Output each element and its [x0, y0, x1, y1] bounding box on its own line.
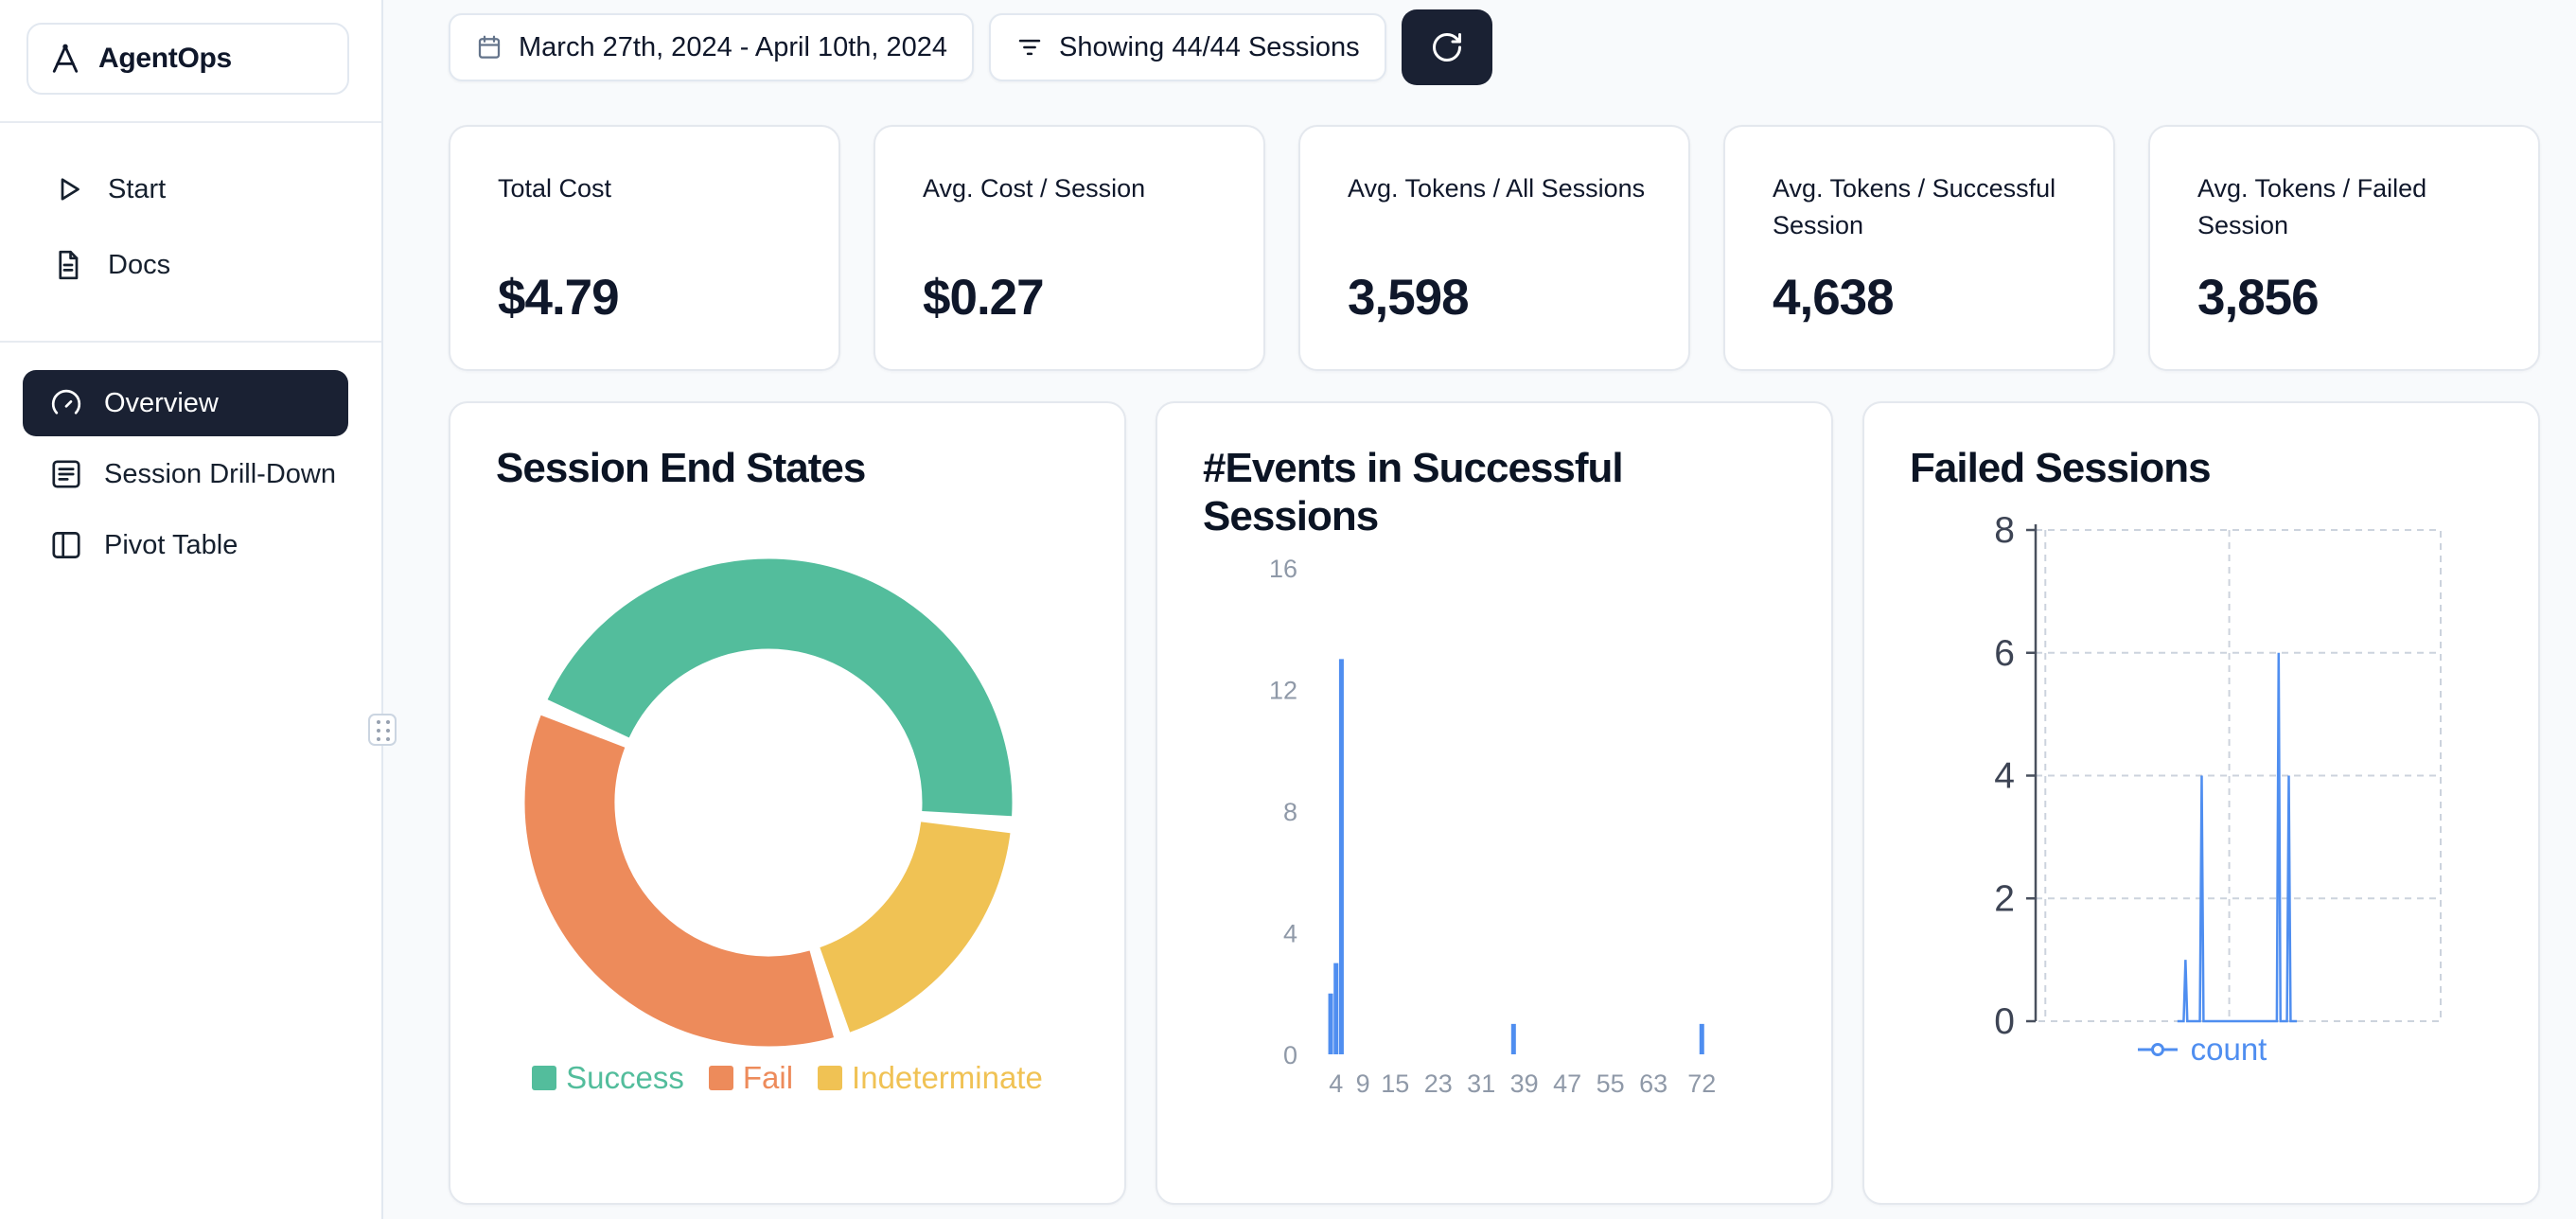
- sidebar-resize-handle[interactable]: [368, 714, 397, 746]
- svg-text:8: 8: [1283, 798, 1297, 826]
- svg-text:6: 6: [1994, 633, 2015, 674]
- stat-label: Avg. Tokens / Failed Session: [2197, 174, 2427, 240]
- donut-legend-item[interactable]: Fail: [708, 1060, 794, 1096]
- toolbar: March 27th, 2024 - April 10th, 2024 Show…: [449, 9, 2540, 85]
- agentops-logo-icon: [47, 41, 83, 77]
- legend-swatch: [818, 1066, 843, 1090]
- events-histogram-card: #Events in Successful Sessions 0 4 8 12 16 4 9…: [1156, 401, 1833, 1205]
- svg-text:63: 63: [1639, 1069, 1667, 1098]
- stats-row: Total Cost $4.79 Avg. Cost / Session $0.…: [449, 125, 2540, 371]
- sessions-filter-button[interactable]: Showing 44/44 Sessions: [989, 13, 1386, 81]
- svg-text:16: 16: [1269, 555, 1297, 583]
- chart-title: Failed Sessions: [1910, 445, 2212, 491]
- sidebar-item-overview[interactable]: Overview: [23, 370, 348, 436]
- stat-label: Avg. Cost / Session: [923, 174, 1146, 203]
- donut-legend: Success Fail Indeterminate: [450, 1060, 1124, 1096]
- sidebar-item-label: Start: [108, 173, 167, 204]
- donut-chart: [524, 558, 1013, 1047]
- sidebar-links: Start Docs: [0, 123, 381, 303]
- donut-legend-item[interactable]: Indeterminate: [818, 1060, 1043, 1096]
- pivot-table-icon: [49, 528, 83, 562]
- refresh-icon: [1430, 30, 1464, 64]
- svg-text:4: 4: [1329, 1069, 1343, 1098]
- legend-swatch: [708, 1066, 733, 1090]
- svg-text:0: 0: [1994, 1001, 2015, 1042]
- sidebar-item-pivot-table[interactable]: Pivot Table: [23, 512, 348, 578]
- stat-card-avg-tokens-successful: Avg. Tokens / Successful Session 4,638: [1723, 125, 2115, 371]
- svg-text:31: 31: [1467, 1069, 1495, 1098]
- stat-value: 4,638: [1773, 270, 1895, 326]
- legend-marker-icon: [2137, 1043, 2178, 1056]
- svg-text:9: 9: [1356, 1069, 1370, 1098]
- svg-text:4: 4: [1283, 920, 1297, 948]
- svg-text:0: 0: [1283, 1041, 1297, 1069]
- legend-swatch: [532, 1066, 557, 1090]
- line-chart: 0 2 4 6 8: [1994, 510, 2442, 1042]
- donut-legend-item[interactable]: Success: [532, 1060, 684, 1096]
- failed-legend[interactable]: count: [1864, 1032, 2538, 1068]
- legend-label: Fail: [742, 1060, 794, 1095]
- svg-text:4: 4: [1994, 756, 2015, 797]
- sidebar-nav: Overview Session Drill-Down Pivot Table: [0, 343, 381, 578]
- svg-text:12: 12: [1269, 677, 1297, 705]
- calendar-icon: [475, 33, 503, 62]
- main-content: March 27th, 2024 - April 10th, 2024 Show…: [383, 0, 2576, 1219]
- sidebar-item-start[interactable]: Start: [0, 151, 381, 227]
- svg-text:72: 72: [1687, 1069, 1716, 1098]
- stat-value: $0.27: [923, 270, 1045, 326]
- stat-value: 3,856: [2197, 270, 2320, 326]
- brand[interactable]: AgentOps: [26, 23, 349, 95]
- sidebar-item-label: Docs: [108, 249, 171, 280]
- stat-value: $4.79: [498, 270, 620, 326]
- stat-label: Avg. Tokens / All Sessions: [1348, 174, 1646, 203]
- refresh-button[interactable]: [1401, 9, 1492, 85]
- grip-dots-icon: [377, 720, 380, 724]
- gauge-icon: [49, 386, 83, 420]
- legend-label: Success: [566, 1060, 684, 1095]
- failed-sessions-card: Failed Sessions 0 2 4 6 8 count: [1862, 401, 2540, 1205]
- stat-card-avg-cost: Avg. Cost / Session $0.27: [873, 125, 1265, 371]
- legend-label: count: [2190, 1032, 2267, 1067]
- sidebar-item-label: Pivot Table: [104, 529, 238, 560]
- sidebar-item-docs[interactable]: Docs: [0, 227, 381, 303]
- sidebar-item-session-drill-down[interactable]: Session Drill-Down: [23, 441, 348, 507]
- drill-down-icon: [49, 457, 83, 491]
- svg-text:55: 55: [1597, 1069, 1625, 1098]
- sidebar-item-label: Overview: [104, 387, 219, 418]
- docs-icon: [51, 248, 85, 282]
- stat-value: 3,598: [1348, 270, 1470, 326]
- play-icon: [51, 172, 85, 206]
- stat-label: Avg. Tokens / Successful Session: [1773, 174, 2056, 240]
- sessions-filter-label: Showing 44/44 Sessions: [1059, 31, 1360, 62]
- svg-text:39: 39: [1510, 1069, 1539, 1098]
- sidebar-item-label: Session Drill-Down: [104, 458, 336, 489]
- svg-text:23: 23: [1424, 1069, 1453, 1098]
- chart-title: #Events in Successful Sessions: [1203, 445, 1624, 539]
- session-end-states-card: Session End States Success Fail Indeterm…: [449, 401, 1126, 1205]
- stat-label: Total Cost: [498, 174, 612, 203]
- svg-text:15: 15: [1381, 1069, 1409, 1098]
- brand-name: AgentOps: [98, 43, 232, 74]
- chart-title: Session End States: [496, 445, 866, 491]
- divider: [0, 341, 381, 343]
- stat-card-total-cost: Total Cost $4.79: [449, 125, 840, 371]
- divider: [0, 121, 381, 123]
- svg-text:47: 47: [1553, 1069, 1581, 1098]
- date-range-label: March 27th, 2024 - April 10th, 2024: [519, 31, 948, 62]
- stat-card-avg-tokens-all: Avg. Tokens / All Sessions 3,598: [1298, 125, 1690, 371]
- svg-text:2: 2: [1994, 878, 2015, 919]
- filter-icon: [1015, 33, 1044, 62]
- stat-card-avg-tokens-failed: Avg. Tokens / Failed Session 3,856: [2148, 125, 2540, 371]
- svg-text:8: 8: [1994, 510, 2015, 551]
- date-range-button[interactable]: March 27th, 2024 - April 10th, 2024: [449, 13, 975, 81]
- sidebar: AgentOps Start Docs: [0, 0, 397, 1219]
- charts-row: Session End States Success Fail Indeterm…: [449, 401, 2540, 1205]
- legend-label: Indeterminate: [852, 1060, 1043, 1095]
